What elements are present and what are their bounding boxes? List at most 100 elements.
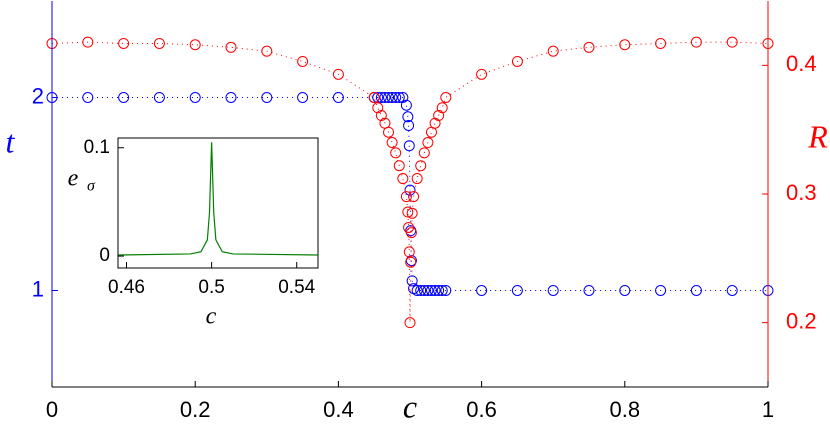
marker	[511, 285, 523, 296]
inset-frame	[117, 137, 319, 269]
marker	[393, 92, 405, 103]
marker	[153, 92, 165, 103]
marker	[189, 39, 201, 51]
marker	[433, 285, 445, 296]
marker	[476, 68, 488, 80]
marker	[440, 92, 452, 103]
marker	[402, 206, 414, 218]
y-tick-label: 1	[32, 276, 44, 301]
x-tick-label: 0.5	[198, 277, 224, 298]
marker	[425, 126, 437, 138]
y-tick-label: 2	[32, 83, 44, 108]
marker	[619, 285, 631, 296]
marker	[379, 92, 391, 103]
marker	[436, 285, 448, 296]
marker	[402, 111, 414, 123]
dotted-line	[51, 41, 769, 323]
marker	[383, 126, 395, 138]
marker	[429, 285, 441, 296]
marker	[619, 39, 631, 51]
marker	[403, 246, 415, 258]
marker	[405, 227, 417, 239]
x-tick-label: 0	[46, 397, 58, 422]
marker	[440, 285, 452, 296]
y-axis-label: t	[6, 123, 16, 159]
dotted-line	[52, 97, 768, 291]
marker	[418, 147, 430, 159]
marker	[403, 119, 415, 131]
x-tick-label: 0.2	[180, 397, 211, 422]
marker	[411, 285, 423, 296]
y2-axis-label: R	[807, 118, 828, 154]
marker	[408, 191, 420, 203]
marker	[375, 92, 387, 103]
marker	[726, 285, 738, 296]
marker	[400, 191, 412, 203]
marker	[404, 317, 416, 329]
marker	[547, 45, 559, 57]
marker	[406, 275, 418, 287]
marker	[118, 37, 130, 49]
marker	[332, 68, 344, 80]
y2-tick-label: 0.3	[786, 180, 817, 205]
marker	[297, 92, 309, 103]
y-tick-label: 0.1	[84, 137, 110, 158]
x-axis-label: c	[206, 304, 217, 330]
marker	[655, 285, 667, 296]
marker	[118, 92, 130, 103]
marker	[393, 160, 405, 172]
marker	[411, 173, 423, 185]
x-tick-label: 0.8	[610, 397, 641, 422]
marker	[655, 37, 667, 49]
marker	[583, 285, 595, 296]
y-tick-label: 0	[99, 245, 110, 266]
marker	[406, 207, 418, 219]
marker	[390, 92, 402, 103]
marker	[403, 140, 415, 152]
marker	[375, 110, 387, 122]
marker	[583, 41, 595, 53]
marker	[82, 36, 94, 48]
marker	[189, 92, 201, 103]
marker	[386, 137, 398, 149]
x-tick-label: 0.6	[466, 397, 497, 422]
marker	[405, 256, 417, 268]
marker	[261, 45, 273, 57]
marker	[415, 285, 427, 296]
marker	[332, 92, 344, 103]
x-tick-label: 1	[762, 397, 774, 422]
marker	[726, 36, 738, 48]
marker	[261, 92, 273, 103]
marker	[397, 173, 409, 185]
marker	[415, 160, 427, 172]
marker	[418, 285, 430, 296]
marker	[690, 285, 702, 296]
marker	[82, 92, 94, 103]
marker	[422, 137, 434, 149]
marker	[297, 55, 309, 67]
marker	[390, 147, 402, 159]
marker	[368, 92, 380, 103]
x-tick-label: 0.46	[108, 277, 145, 298]
y-axis-label-subscript: σ	[87, 178, 96, 195]
x-axis-label: c	[403, 388, 417, 424]
marker	[690, 36, 702, 48]
y-axis-label: e	[68, 166, 79, 192]
marker	[400, 99, 412, 111]
marker	[225, 41, 237, 53]
marker	[397, 92, 409, 103]
marker	[379, 117, 391, 129]
marker	[511, 55, 523, 67]
marker	[429, 117, 441, 129]
marker	[383, 92, 395, 103]
marker	[425, 285, 437, 296]
marker	[372, 102, 384, 114]
marker	[436, 102, 448, 114]
line	[117, 142, 319, 256]
marker	[422, 285, 434, 296]
marker	[547, 285, 559, 296]
y2-tick-label: 0.2	[786, 308, 817, 333]
marker	[225, 92, 237, 103]
marker	[476, 285, 488, 296]
